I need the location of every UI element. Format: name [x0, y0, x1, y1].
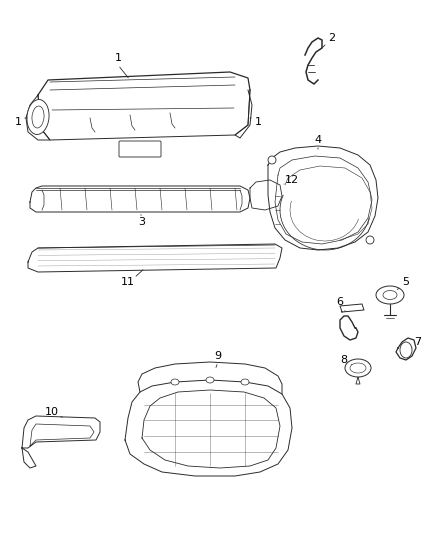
Text: 1: 1	[114, 53, 121, 63]
Ellipse shape	[241, 379, 249, 385]
Text: 3: 3	[138, 217, 145, 227]
Text: 5: 5	[403, 277, 410, 287]
FancyBboxPatch shape	[119, 141, 161, 157]
Ellipse shape	[376, 286, 404, 304]
Text: 1: 1	[254, 117, 261, 127]
Ellipse shape	[32, 106, 44, 128]
Ellipse shape	[27, 100, 49, 134]
Ellipse shape	[350, 363, 366, 373]
Text: 10: 10	[45, 407, 59, 417]
Ellipse shape	[268, 156, 276, 164]
Text: 7: 7	[414, 337, 421, 347]
Ellipse shape	[383, 290, 397, 300]
Text: 6: 6	[336, 297, 343, 307]
Text: 12: 12	[285, 175, 299, 185]
Ellipse shape	[206, 377, 214, 383]
Text: 2: 2	[328, 33, 336, 43]
Text: 9: 9	[215, 351, 222, 361]
Text: 11: 11	[121, 277, 135, 287]
Ellipse shape	[345, 359, 371, 377]
Ellipse shape	[366, 236, 374, 244]
Ellipse shape	[171, 379, 179, 385]
Ellipse shape	[400, 342, 412, 358]
Text: 8: 8	[340, 355, 348, 365]
Text: 4: 4	[314, 135, 321, 145]
Text: 1: 1	[14, 117, 21, 127]
